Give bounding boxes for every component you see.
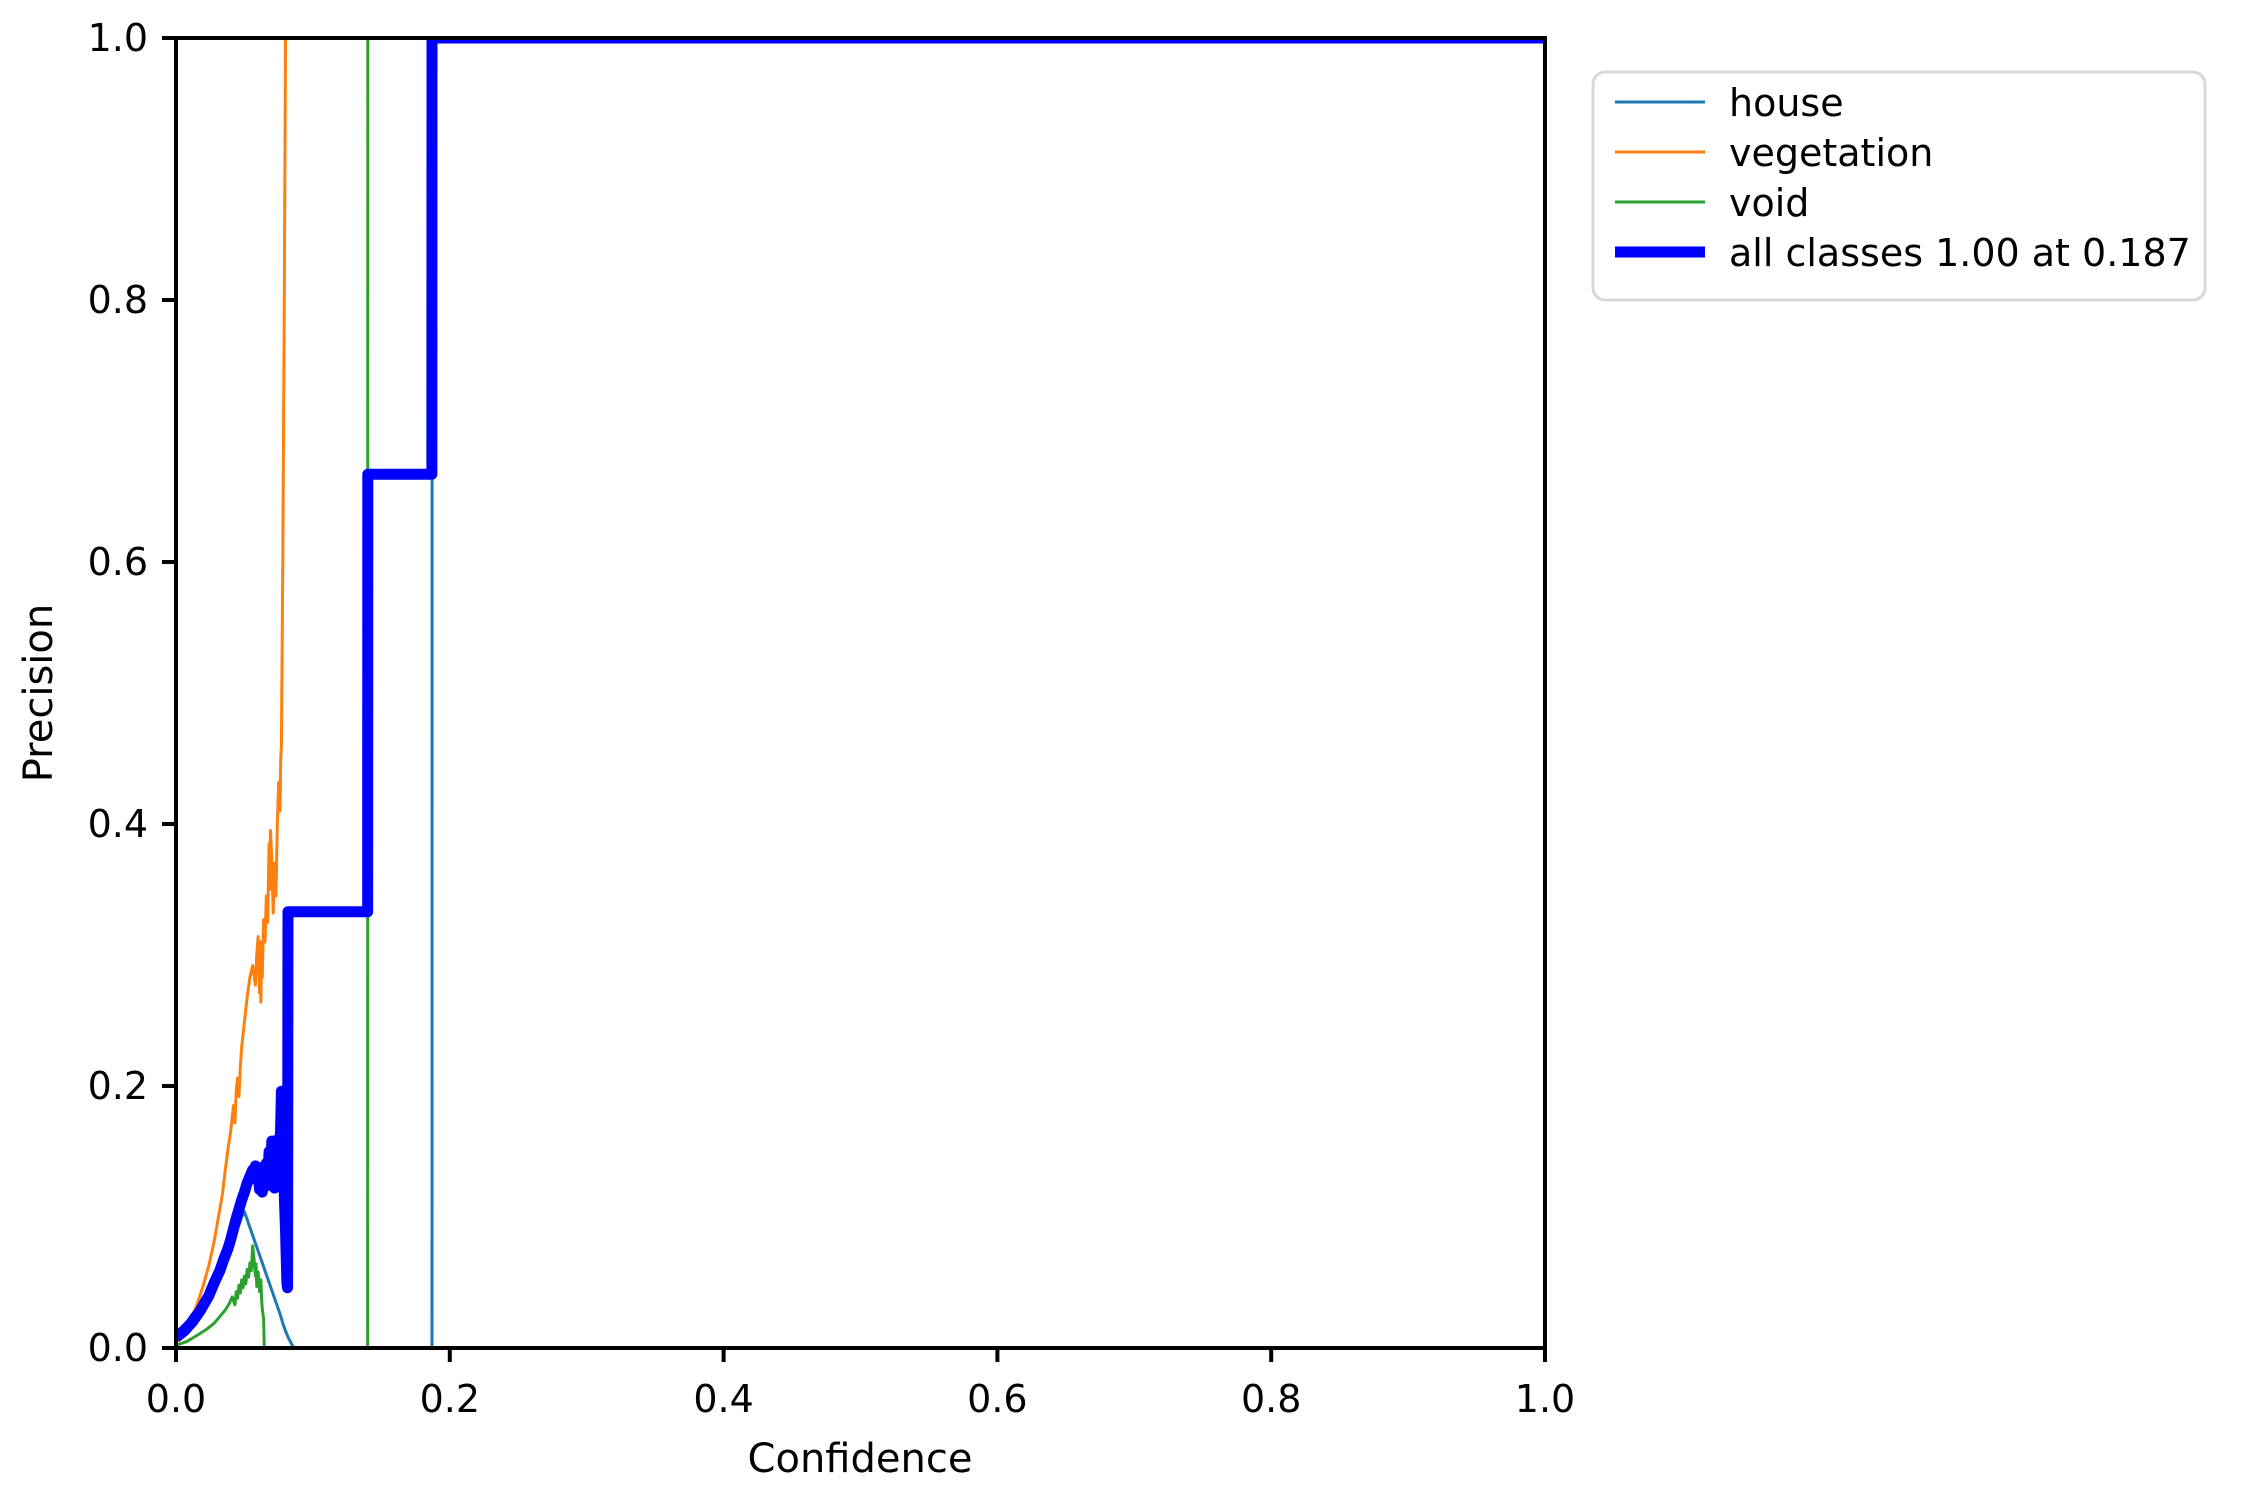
y-tick-label: 0.2 bbox=[88, 1064, 148, 1108]
series-line-all bbox=[176, 38, 1545, 1342]
legend-frame bbox=[1591, 70, 2207, 302]
x-tick-label: 0.2 bbox=[420, 1377, 480, 1421]
x-tick-label: 0.0 bbox=[146, 1377, 206, 1421]
plot-background bbox=[176, 38, 1545, 1348]
y-tick-label: 1.0 bbox=[88, 16, 148, 60]
chart-legend[interactable]: house vegetation void all classes 1.00 at 0… bbox=[1591, 70, 2207, 302]
x-axis-ticks: 0.0 0.2 0.4 0.6 0.8 1.0 bbox=[146, 1348, 1575, 1421]
x-tick-label: 1.0 bbox=[1515, 1377, 1575, 1421]
series-line-vegetation bbox=[176, 38, 1545, 1344]
series-line-void bbox=[176, 38, 1545, 1348]
y-tick-label: 0.4 bbox=[88, 802, 148, 846]
y-axis-title: Precision bbox=[16, 604, 62, 782]
y-axis-ticks: 0.0 0.2 0.4 0.6 0.8 1.0 bbox=[88, 16, 176, 1370]
axes-spines bbox=[174, 36, 1547, 1350]
x-tick-label: 0.6 bbox=[967, 1377, 1027, 1421]
y-tick-label: 0.6 bbox=[88, 540, 148, 584]
y-tick-label: 0.8 bbox=[88, 278, 148, 322]
x-tick-label: 0.8 bbox=[1241, 1377, 1301, 1421]
series-group bbox=[176, 38, 1545, 1348]
legend-label: all classes 1.00 at 0.187 bbox=[1729, 231, 2191, 275]
legend-label: vegetation bbox=[1729, 131, 1933, 175]
x-tick-label: 0.4 bbox=[693, 1377, 753, 1421]
x-axis-title: Confidence bbox=[748, 1436, 973, 1482]
legend-label: void bbox=[1729, 181, 1809, 225]
legend-label: house bbox=[1729, 81, 1844, 125]
y-tick-label: 0.0 bbox=[88, 1326, 148, 1370]
